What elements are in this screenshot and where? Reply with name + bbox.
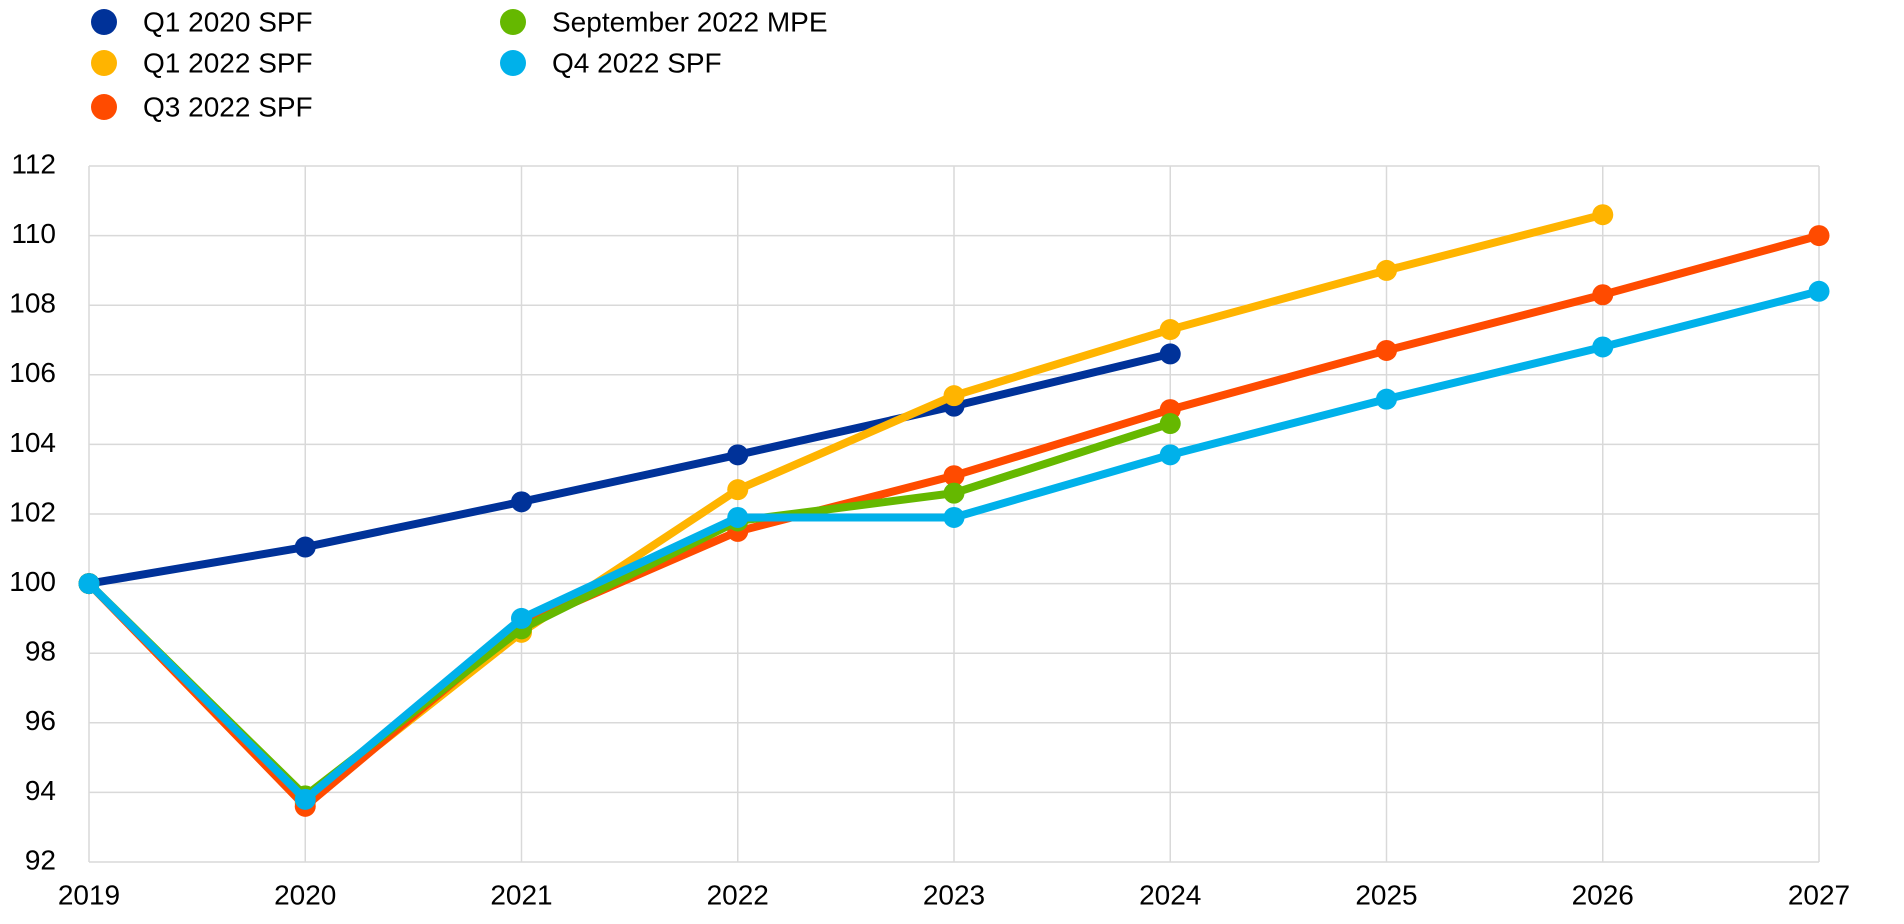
y-tick-label: 112 xyxy=(11,148,56,179)
legend-marker xyxy=(91,50,117,76)
data-point xyxy=(78,573,100,595)
x-tick-label: 2026 xyxy=(1572,879,1634,910)
data-point xyxy=(727,479,749,501)
y-tick-label: 98 xyxy=(25,636,56,667)
data-point xyxy=(294,788,316,810)
y-tick-label: 92 xyxy=(25,844,56,875)
data-point xyxy=(1376,388,1397,410)
legend-label: Q1 2020 SPF xyxy=(143,6,313,37)
x-tick-label: 2027 xyxy=(1788,879,1850,910)
data-point xyxy=(1159,319,1181,341)
y-tick-label: 106 xyxy=(9,357,56,388)
data-point xyxy=(1592,204,1614,226)
x-tick-label: 2025 xyxy=(1355,879,1417,910)
data-point xyxy=(1592,336,1614,358)
x-tick-label: 2024 xyxy=(1139,879,1201,910)
y-tick-label: 96 xyxy=(25,705,56,736)
legend-marker xyxy=(91,9,117,35)
y-tick-label: 108 xyxy=(9,288,56,319)
series xyxy=(78,280,1830,810)
y-tick-label: 102 xyxy=(9,496,56,527)
data-point xyxy=(943,385,965,407)
data-point xyxy=(1808,280,1830,302)
legend-label: Q1 2022 SPF xyxy=(143,47,313,78)
y-tick-label: 94 xyxy=(25,775,56,806)
y-tick-label: 110 xyxy=(11,218,56,249)
data-point xyxy=(943,482,965,504)
data-point xyxy=(727,444,749,466)
x-tick-label: 2022 xyxy=(707,879,769,910)
y-tick-label: 104 xyxy=(9,427,56,458)
legend-label: Q4 2022 SPF xyxy=(552,47,722,78)
data-point xyxy=(943,465,965,487)
data-point xyxy=(511,607,532,629)
data-point xyxy=(1159,413,1181,435)
data-point xyxy=(727,506,749,528)
series-line xyxy=(88,350,1172,588)
data-point xyxy=(1808,225,1830,247)
data-point xyxy=(943,506,965,528)
data-point xyxy=(1159,444,1181,466)
x-tick-label: 2020 xyxy=(274,879,336,910)
x-tick-label: 2023 xyxy=(923,879,985,910)
legend-label: Q3 2022 SPF xyxy=(143,91,313,122)
data-point xyxy=(1376,339,1397,361)
data-point xyxy=(1159,343,1181,365)
legend-marker xyxy=(500,50,526,76)
y-tick-label: 100 xyxy=(9,566,56,597)
legend-label: September 2022 MPE xyxy=(552,6,828,37)
data-point xyxy=(511,491,532,513)
x-tick-label: 2019 xyxy=(58,879,120,910)
data-point xyxy=(294,536,316,558)
legend-marker xyxy=(91,94,117,120)
x-tick-label: 2021 xyxy=(490,879,552,910)
data-point xyxy=(1376,259,1397,281)
data-point xyxy=(1592,284,1614,306)
legend-marker xyxy=(500,9,526,35)
